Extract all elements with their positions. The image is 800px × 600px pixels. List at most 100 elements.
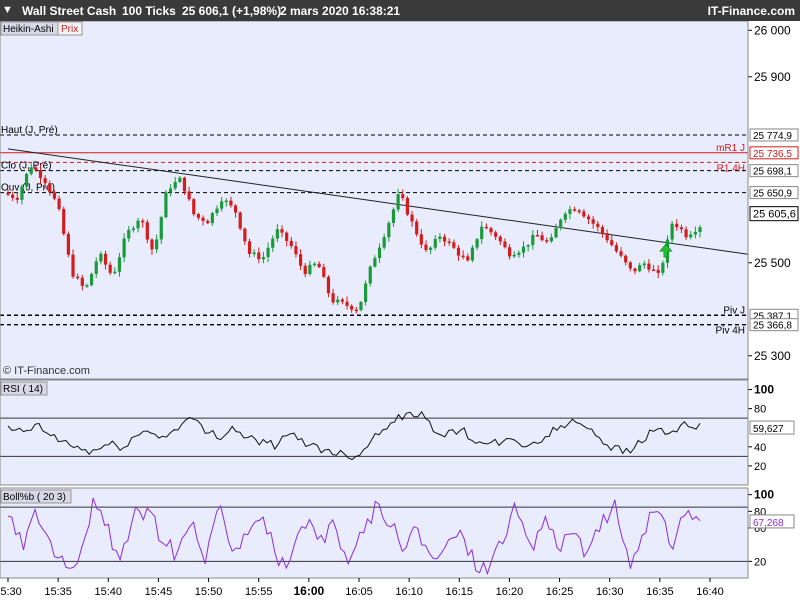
panel-background [0, 21, 748, 379]
candle-body [507, 247, 512, 257]
time-tick-label: 16:20 [496, 586, 524, 598]
candle-body [461, 255, 465, 258]
price-change: 25 606,1 (+1,98%) [182, 4, 282, 18]
candle-body [466, 256, 470, 261]
candle-body [173, 181, 177, 189]
level-label: Haut (J, Pré) [1, 125, 58, 136]
candle-body [368, 266, 372, 284]
candle-body [512, 254, 516, 257]
candle-body [401, 194, 405, 198]
level-label: R1 4H [717, 163, 745, 174]
candle-body [261, 257, 266, 260]
candle-body [182, 177, 187, 192]
candle-body [610, 240, 614, 246]
candle-body [145, 222, 149, 240]
level-value-label: 25 698,1 [753, 167, 792, 178]
candle-body [605, 233, 609, 241]
time-tick-label: 16:10 [395, 586, 423, 598]
candle-body [377, 247, 382, 259]
candle-body [20, 186, 24, 200]
candle-body [326, 276, 331, 294]
time-tick-label: 16:40 [696, 586, 724, 598]
title-bar: ▼ Wall Street Cash 100 Ticks 25 606,1 (+… [0, 0, 800, 21]
candle-body [285, 232, 289, 241]
panel-border [0, 21, 749, 380]
candle-body [280, 229, 284, 233]
candle-body [71, 254, 75, 277]
candle-body [619, 251, 623, 256]
candle-body [382, 237, 386, 248]
candle-body [6, 193, 10, 195]
candle-body [670, 223, 674, 240]
candle-body [405, 197, 410, 215]
candle-body [614, 245, 619, 252]
candle-body [168, 188, 173, 193]
level-value-box [749, 128, 799, 142]
candle-body [442, 236, 447, 242]
candle-body [238, 212, 242, 229]
indicator-tick-label: 80 [754, 404, 766, 416]
triangle-icon[interactable]: ▼ [2, 4, 13, 16]
level-label: Piv 4H [716, 326, 745, 337]
watermark: © IT-Finance.com [3, 365, 90, 377]
level-value-label: 25 387,1 [753, 311, 792, 322]
candle-body [638, 265, 642, 272]
candle-body [159, 217, 163, 240]
candle-body [596, 223, 600, 228]
candle-body [266, 247, 270, 258]
candle-body [196, 214, 201, 218]
candle-body [600, 227, 605, 234]
candle-body [698, 227, 702, 232]
indicator-label-box [0, 489, 72, 504]
candle-body [94, 261, 98, 274]
candle-body [136, 220, 140, 229]
candle-body [150, 239, 154, 250]
candle-body [526, 245, 530, 247]
candle-body [410, 214, 414, 222]
time-tick-label: 15:30 [0, 586, 22, 598]
candle-body [62, 209, 66, 235]
candle-body [141, 220, 145, 223]
candle-body [684, 229, 688, 238]
time-tick-label: 16:30 [596, 586, 624, 598]
candle-body [475, 239, 479, 248]
candle-body [591, 219, 595, 224]
candle-body [43, 178, 47, 184]
candle-body [252, 252, 256, 254]
time-tick-label: 15:50 [195, 586, 223, 598]
panel-background [0, 380, 748, 485]
instrument-name: Wall Street Cash [22, 4, 117, 18]
candle-body [80, 277, 84, 286]
level-value-label: 25 774,9 [753, 131, 792, 142]
candle-body [34, 167, 38, 171]
time-tick-label: 15:40 [95, 586, 123, 598]
candle-body [433, 238, 437, 248]
indicator-value-label: 67,268 [753, 518, 784, 529]
candle-body [424, 244, 428, 250]
candle-body [503, 241, 507, 248]
panel-border [0, 379, 749, 486]
candle-body [52, 192, 57, 199]
candle-body [628, 262, 632, 269]
tick-interval: 100 Ticks [122, 4, 176, 18]
candle-body [312, 263, 317, 266]
level-value-box [749, 146, 799, 160]
candle-body [85, 285, 89, 287]
candle-body [298, 254, 303, 266]
price-tick-label: 25 500 [754, 256, 791, 270]
level-label: Clo (J, Pré) [1, 161, 52, 172]
candle-body [661, 262, 665, 273]
candle-body [642, 263, 646, 266]
time-tick-label: 16:00 [294, 584, 325, 598]
candle-body [521, 246, 526, 253]
candle-body [108, 264, 112, 273]
trend-line [7, 148, 749, 255]
candle-body [373, 258, 377, 267]
candle-body [689, 234, 693, 238]
buy-arrow-icon [659, 243, 673, 258]
time-axis [0, 578, 800, 600]
indicator-label-box [0, 381, 48, 396]
level-value-box [749, 186, 799, 200]
candle-body [127, 229, 131, 239]
candle-body [540, 235, 544, 241]
